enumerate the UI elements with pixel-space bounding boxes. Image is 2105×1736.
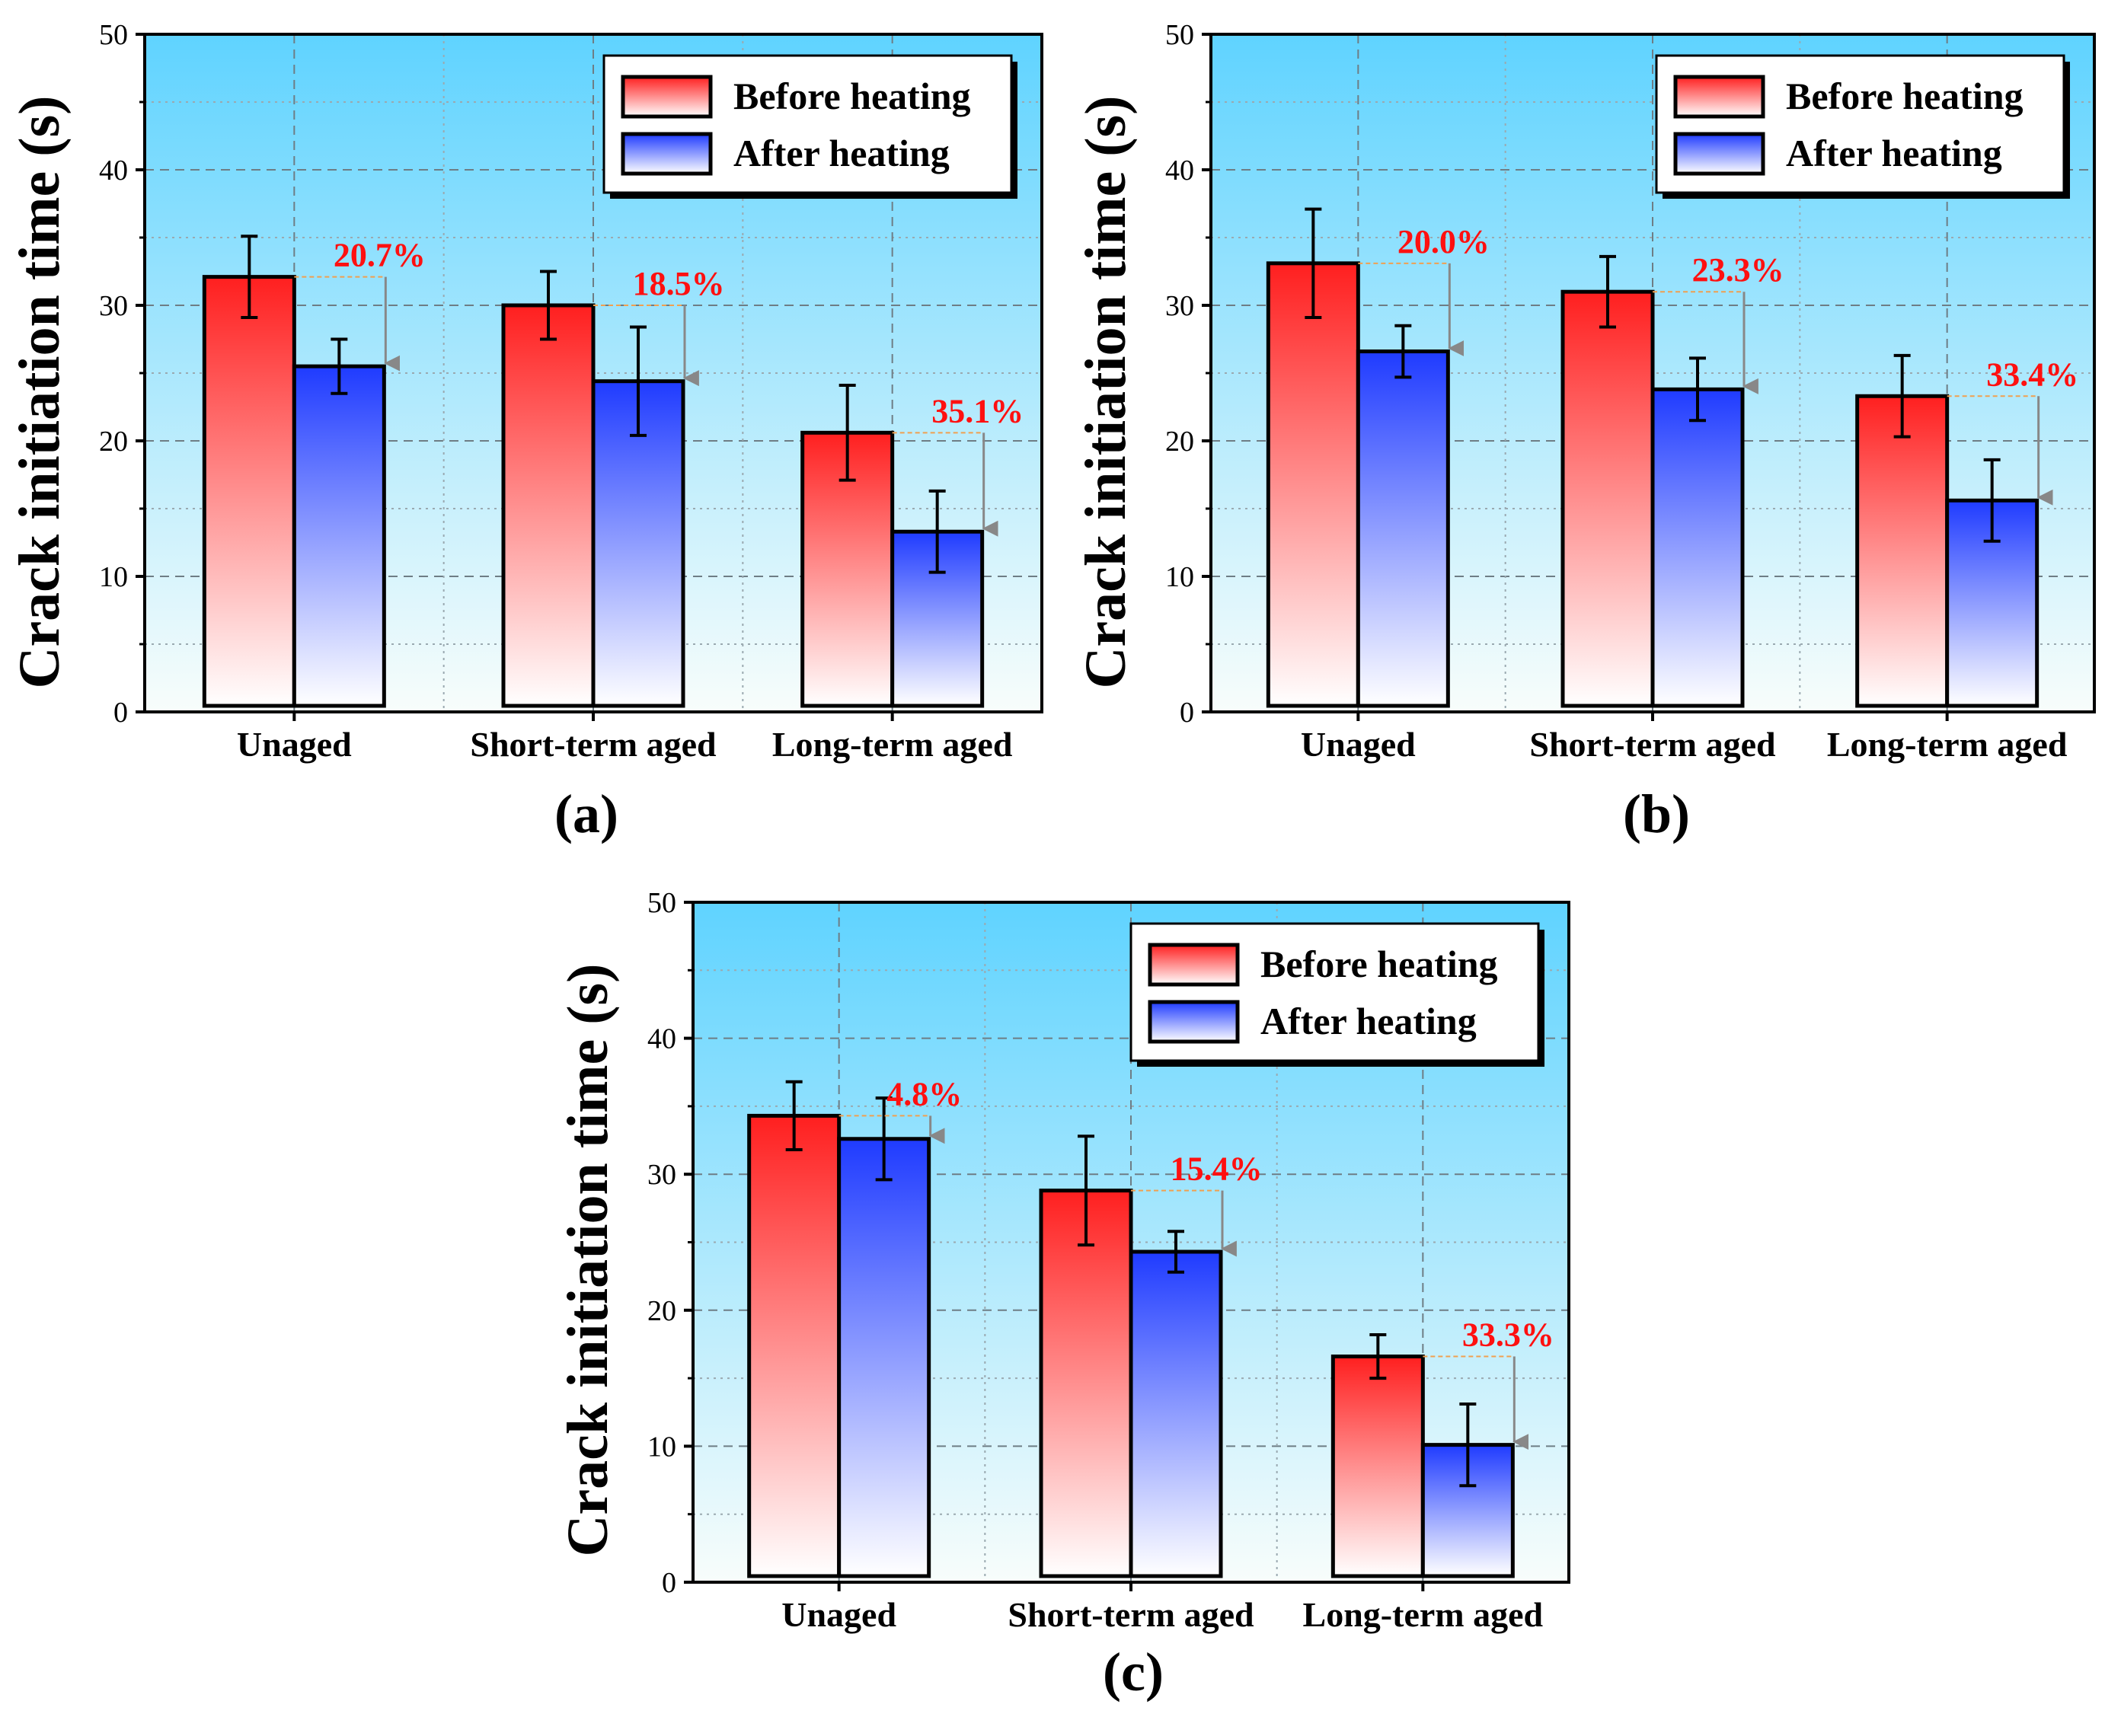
error-bar-before-heating [241,235,258,320]
legend-label-before-heating: Before heating [1786,75,2024,117]
reduction-percent-label: 20.7% [334,237,426,274]
error-bar-after-heating [1689,356,1706,423]
legend: Before heating After heating [1129,922,1544,1067]
y-tick-label: 10 [1165,561,1194,593]
legend-label-after-heating: After heating [733,132,950,174]
chart-panel-c: 4.8% Unaged 15.4% Short-term aged 33.3% Long-… [556,887,1570,1702]
error-bar-after-heating [331,337,348,395]
bar-before-heating [1855,394,1950,708]
x-category-label: Short-term aged [470,725,717,764]
panel-caption: (a) [554,783,618,844]
bar-after-heating [1129,1249,1223,1578]
bar-before-heating [1266,261,1360,708]
y-tick-label: 40 [647,1023,676,1055]
error-bar-after-heating [1983,458,2001,543]
y-tick-label: 50 [1165,19,1194,51]
error-bar-after-heating [1394,324,1412,379]
y-axis-label: Crack initiation time (s) [1074,96,1138,689]
legend: Before heating After heating [602,54,1017,199]
reduction-percent-label: 23.3% [1692,251,1784,289]
x-category-label: Unaged [237,725,352,764]
error-bar-before-heating [1599,254,1616,329]
reduction-percent-label: 33.3% [1462,1316,1554,1354]
y-tick-label: 30 [647,1159,676,1191]
legend-swatch-before-heating [621,75,713,119]
reduction-percent-label: 35.1% [931,392,1024,429]
error-bar-after-heating [630,325,647,437]
legend-label-after-heating: After heating [1260,1000,1477,1042]
x-category-label: Short-term aged [1008,1595,1254,1634]
bar-after-heating [1650,387,1745,708]
reduction-percent-label: 33.4% [1986,356,2078,393]
error-bar-before-heating [1078,1134,1094,1247]
legend-swatch-after-heating [1148,1000,1240,1044]
y-tick-label: 0 [662,1567,676,1599]
y-tick-label: 50 [99,19,128,51]
y-axis-label: Crack initiation time (s) [556,964,620,1557]
reduction-percent-label: 15.4% [1171,1150,1263,1188]
y-tick-label: 40 [99,155,128,187]
x-category-label: Long-term aged [772,725,1013,764]
error-bar-before-heating [785,1080,803,1152]
legend-swatch-after-heating [621,132,713,176]
legend: Before heating After heating [1655,54,2070,199]
error-bar-before-heating [540,270,557,341]
y-tick-label: 0 [113,697,128,729]
reduction-percent-label: 4.8% [886,1075,962,1112]
bar-before-heating [747,1113,842,1578]
error-bar-after-heating [1167,1230,1184,1274]
x-category-label: Long-term aged [1303,1595,1544,1634]
panel-caption: (b) [1623,783,1690,844]
bar-after-heating [1356,349,1450,708]
y-tick-label: 30 [99,290,128,322]
y-tick-label: 50 [647,887,676,919]
bar-before-heating [1560,289,1655,708]
bar-before-heating [501,303,596,708]
bar-before-heating [1039,1189,1133,1578]
bar-before-heating [1330,1355,1425,1578]
bar-after-heating [292,364,386,708]
bar-after-heating [837,1137,931,1578]
error-bar-after-heating [875,1096,893,1182]
error-bar-before-heating [1369,1332,1387,1380]
y-tick-label: 20 [647,1295,676,1327]
error-bar-before-heating [1893,353,1911,439]
error-bar-after-heating [1459,1403,1477,1488]
y-tick-label: 0 [1180,697,1194,729]
y-tick-label: 20 [99,426,128,458]
x-category-label: Unaged [781,1595,896,1634]
reduction-percent-label: 18.5% [633,265,725,302]
bar-before-heating [800,430,895,708]
x-category-label: Unaged [1301,725,1416,764]
legend-label-after-heating: After heating [1786,132,2002,174]
error-bar-after-heating [928,489,946,574]
y-axis-label: Crack initiation time (s) [8,96,72,689]
reduction-percent-label: 20.0% [1397,223,1490,260]
y-tick-label: 30 [1165,290,1194,322]
legend-swatch-before-heating [1148,943,1240,987]
panel-caption: (c) [1103,1642,1164,1702]
bar-before-heating [202,275,296,708]
chart-panel-b: 20.0% Unaged 23.3% Short-term aged 33.4% Long… [1074,19,2096,844]
error-bar-before-heating [838,384,856,482]
y-tick-label: 10 [99,561,128,593]
y-tick-label: 40 [1165,155,1194,187]
legend-label-before-heating: Before heating [733,75,971,117]
error-bar-before-heating [1305,207,1322,320]
legend-swatch-after-heating [1673,132,1765,176]
chart-panel-a: 20.7% Unaged 18.5% Short-term aged 35.1% Long… [8,19,1043,844]
legend-label-before-heating: Before heating [1260,943,1498,985]
y-tick-label: 10 [647,1431,676,1463]
x-category-label: Short-term aged [1529,725,1776,764]
y-tick-label: 20 [1165,426,1194,458]
legend-swatch-before-heating [1673,75,1765,119]
x-category-label: Long-term aged [1827,725,2068,764]
